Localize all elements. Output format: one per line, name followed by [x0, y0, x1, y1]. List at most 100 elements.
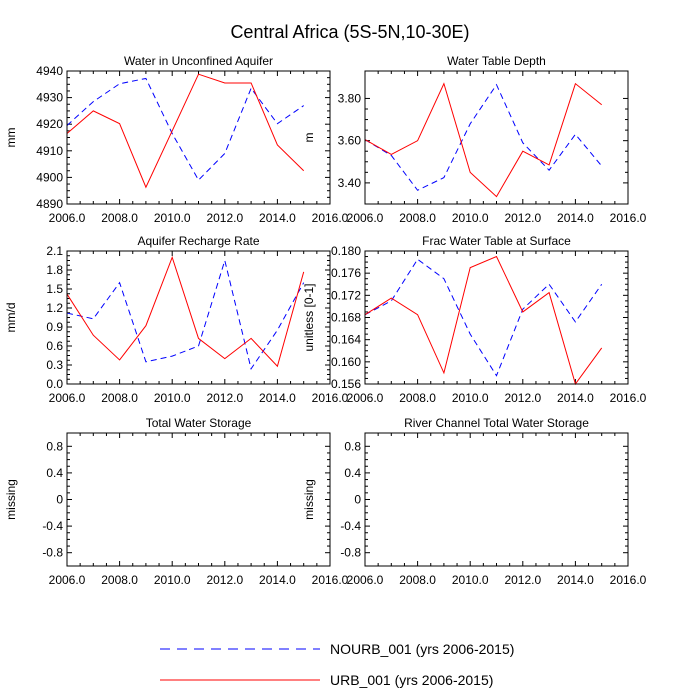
- y-tick-label: 0.9: [46, 320, 63, 334]
- x-tick-label: 2006.0: [49, 391, 86, 405]
- y-axis-label: unitless [0-1]: [302, 283, 316, 351]
- panel-recharge-rate: Aquifer Recharge Rate mm/d 2006.0 2008.0 201…: [4, 234, 349, 405]
- legend-entry-urb: URB_001 (yrs 2006-2015): [160, 672, 493, 688]
- y-tick-label: -0.8: [42, 546, 63, 560]
- y-axis-label: mm/d: [4, 303, 18, 333]
- x-tick-label: 2010.0: [452, 391, 489, 405]
- y-tick-label: 0: [56, 493, 63, 507]
- panel-title: Frac Water Table at Surface: [422, 234, 571, 248]
- x-tick-label: 2014.0: [557, 573, 594, 587]
- y-tick-label: 0.164: [331, 333, 361, 347]
- x-tick-label: 2012.0: [206, 211, 243, 225]
- x-tick-label: 2012.0: [206, 573, 243, 587]
- panels-group: Water in Unconfined Aquifer mm 2006.0 2008.…: [4, 54, 647, 587]
- plot-frame: [364, 250, 629, 385]
- x-tick-label: 2012.0: [504, 211, 541, 225]
- panel-title: Water Table Depth: [447, 54, 546, 68]
- plot-frame: [66, 250, 331, 385]
- y-tick-label: 0.6: [46, 339, 63, 353]
- x-tick-label: 2008.0: [399, 573, 436, 587]
- y-axis-label: m: [302, 133, 316, 143]
- x-tick-label: 2008.0: [101, 573, 138, 587]
- y-tick-label: 0.3: [46, 358, 63, 372]
- x-tick-label: 2016.0: [312, 391, 349, 405]
- y-tick-label: 0.0: [46, 377, 63, 391]
- y-tick-label: 0.176: [331, 266, 361, 280]
- y-tick-label: 0.8: [46, 439, 63, 453]
- y-tick-label: 4930: [36, 91, 63, 105]
- series-line-nourb: [66, 77, 304, 181]
- y-tick-label: 4890: [36, 197, 63, 211]
- plot-frame: [66, 70, 331, 205]
- panel-water-table-depth: Water Table Depth m 2006.0 2008.0 2010.0 2012…: [302, 54, 647, 225]
- y-tick-label: 0.4: [46, 466, 63, 480]
- y-tick-label: 1.8: [46, 263, 63, 277]
- x-tick-label: 2008.0: [101, 211, 138, 225]
- y-axis-label: missing: [302, 479, 316, 520]
- x-tick-label: 2016.0: [610, 573, 647, 587]
- series-line-nourb: [364, 83, 603, 191]
- x-tick-label: 2006.0: [347, 391, 384, 405]
- series-line-nourb: [66, 258, 305, 371]
- x-tick-label: 2012.0: [504, 391, 541, 405]
- plot-frame: [66, 432, 331, 567]
- series-line-urb: [364, 82, 603, 198]
- y-tick-label: 0.8: [344, 439, 361, 453]
- legend-label-nourb: NOURB_001 (yrs 2006-2015): [330, 641, 514, 657]
- x-tick-label: 2010.0: [452, 211, 489, 225]
- x-tick-label: 2006.0: [347, 573, 384, 587]
- y-tick-label: -0.4: [340, 519, 361, 533]
- y-tick-label: 3.60: [338, 134, 362, 148]
- series-line-nourb: [364, 258, 603, 377]
- x-tick-label: 2008.0: [399, 211, 436, 225]
- y-tick-label: 4920: [36, 117, 63, 131]
- y-tick-label: 1.5: [46, 282, 63, 296]
- legend: NOURB_001 (yrs 2006-2015) URB_001 (yrs 2…: [160, 641, 514, 688]
- y-tick-label: 2.1: [46, 244, 63, 258]
- series-line-urb: [66, 73, 305, 189]
- x-tick-label: 2014.0: [259, 211, 296, 225]
- x-tick-label: 2014.0: [557, 211, 594, 225]
- x-tick-label: 2016.0: [312, 211, 349, 225]
- y-tick-label: 0.172: [331, 288, 361, 302]
- x-tick-label: 2006.0: [49, 211, 86, 225]
- y-tick-label: 0.156: [331, 377, 361, 391]
- x-tick-label: 2014.0: [259, 573, 296, 587]
- panel-title: Total Water Storage: [146, 416, 252, 430]
- x-tick-label: 2010.0: [154, 391, 191, 405]
- x-tick-label: 2016.0: [312, 573, 349, 587]
- y-tick-label: 4900: [36, 170, 63, 184]
- plot-frame: [364, 432, 629, 567]
- y-axis-label: missing: [4, 479, 18, 520]
- x-tick-label: 2016.0: [610, 211, 647, 225]
- legend-label-urb: URB_001 (yrs 2006-2015): [330, 672, 493, 688]
- y-tick-label: 0: [354, 493, 361, 507]
- x-tick-label: 2008.0: [399, 391, 436, 405]
- y-tick-label: -0.4: [42, 519, 63, 533]
- legend-entry-nourb: NOURB_001 (yrs 2006-2015): [160, 641, 514, 657]
- x-tick-label: 2014.0: [259, 391, 296, 405]
- x-tick-label: 2012.0: [504, 573, 541, 587]
- panel-title: Aquifer Recharge Rate: [137, 234, 259, 248]
- x-tick-label: 2010.0: [154, 211, 191, 225]
- y-tick-label: 4940: [36, 64, 63, 78]
- y-tick-label: 1.2: [46, 301, 63, 315]
- y-tick-label: 0.160: [331, 355, 361, 369]
- series-line-urb: [364, 255, 603, 386]
- x-tick-label: 2012.0: [206, 391, 243, 405]
- panel-river-storage: River Channel Total Water Storage missing…: [302, 416, 647, 587]
- x-tick-label: 2006.0: [49, 573, 86, 587]
- y-tick-label: 3.40: [338, 176, 362, 190]
- panel-title: River Channel Total Water Storage: [404, 416, 589, 430]
- x-tick-label: 2014.0: [557, 391, 594, 405]
- x-tick-label: 2008.0: [101, 391, 138, 405]
- x-tick-label: 2006.0: [347, 211, 384, 225]
- y-tick-label: 4910: [36, 144, 63, 158]
- y-tick-label: 0.4: [344, 466, 361, 480]
- x-tick-label: 2016.0: [610, 391, 647, 405]
- panel-total-storage: Total Water Storage missing 2006.0 2008.0 20…: [4, 416, 349, 587]
- x-tick-label: 2010.0: [154, 573, 191, 587]
- x-tick-label: 2010.0: [452, 573, 489, 587]
- series-line-urb: [66, 255, 305, 368]
